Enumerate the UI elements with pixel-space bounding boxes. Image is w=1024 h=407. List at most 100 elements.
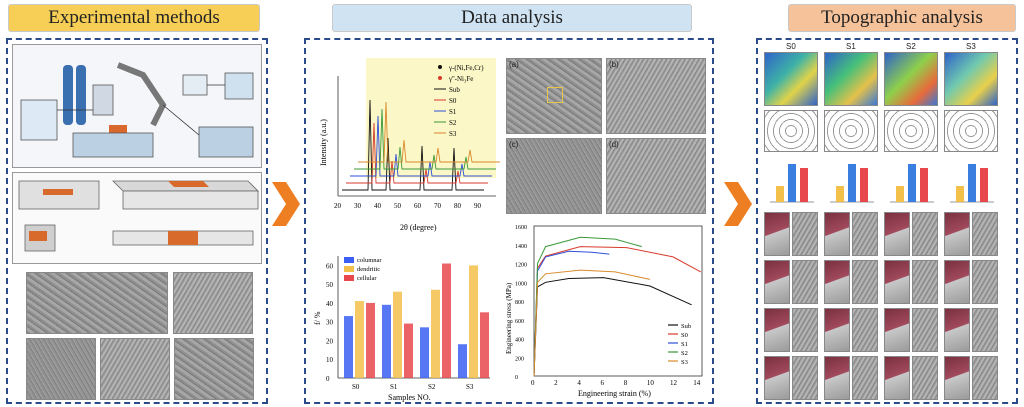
fracture-micrograph	[912, 308, 938, 352]
grain-ytick: 30	[326, 319, 334, 327]
laser-system-diagram	[20, 62, 254, 158]
xrd-xtick: 70	[434, 202, 442, 210]
stress-xtick: 10	[647, 379, 655, 387]
stress-ytick: 200	[515, 356, 524, 362]
grain-ytick: 50	[326, 281, 334, 289]
stress-ytick: 800	[515, 300, 524, 306]
roughness-bar-chart	[830, 164, 874, 203]
header-label: Experimental methods	[48, 7, 220, 28]
fracture-micrograph	[944, 260, 970, 304]
fracture-micrograph	[912, 356, 938, 400]
height-map	[764, 52, 818, 106]
grain-bar	[382, 304, 391, 378]
grain-bar	[442, 263, 451, 378]
data-analysis-panel: Intensity (a.u.) 20 30 40 50 60 70 80 90 2θ (de…	[304, 38, 714, 404]
stress-legend-label: S2	[681, 350, 688, 357]
fracture-micrograph	[824, 308, 850, 352]
roughness-bar	[896, 186, 904, 202]
height-map	[884, 52, 938, 106]
fracture-micrograph	[792, 356, 818, 400]
xrd-legend-label: S1	[449, 108, 457, 116]
fracture-micrograph	[792, 308, 818, 352]
fracture-micrograph	[764, 212, 790, 256]
stress-ytick: 400	[515, 338, 524, 344]
fracture-micrograph	[764, 356, 790, 400]
fracture-micrograph	[944, 356, 970, 400]
stress-curve	[533, 246, 702, 377]
xrd-chart: Intensity (a.u.) 20 30 40 50 60 70 80 90 2θ (de…	[319, 58, 500, 232]
grain-ytick: 10	[326, 356, 334, 364]
grain-bar	[458, 344, 467, 378]
micrograph-b: (b)	[606, 58, 706, 134]
grain-ytick: 0	[326, 375, 330, 383]
specimen-geometry-diagram	[18, 180, 259, 252]
fracture-micrograph	[884, 260, 910, 304]
stress-ytick: 1000	[515, 281, 527, 287]
stress-xtick: 2	[554, 379, 558, 387]
grain-bar	[344, 316, 353, 378]
stress-plot-frame	[533, 225, 703, 377]
fracture-micrograph	[852, 308, 878, 352]
stress-xtick: 14	[693, 379, 701, 387]
roughness-bar	[836, 186, 844, 202]
contour-map	[884, 110, 938, 152]
contour-map	[764, 110, 818, 152]
xrd-xtick: 60	[414, 202, 422, 210]
stress-strain-chart: 0 2 4 6 8 10 12 14 0 200 400 600 800 1000 1200 1400 1600…	[505, 225, 703, 398]
micrograph	[26, 338, 96, 400]
stress-curve	[533, 277, 692, 377]
stress-ytick: 0	[515, 375, 518, 381]
roughness-bar	[956, 186, 964, 202]
roughness-bar	[776, 186, 784, 202]
stress-ytick: 1200	[515, 263, 527, 269]
micrograph	[100, 338, 170, 400]
panel-label: (b)	[609, 60, 619, 69]
topographic-analysis-panel: S0 S1 S2 S3	[756, 38, 1018, 404]
xrd-legend-label: S3	[449, 130, 457, 138]
fracture-micrograph	[944, 212, 970, 256]
contour-map	[824, 110, 878, 152]
grain-legend-swatch	[344, 275, 354, 281]
grain-legend-label: cellular	[357, 275, 377, 282]
roughness-bar	[848, 164, 856, 202]
xrd-ylabel: Intensity (a.u.)	[319, 119, 328, 166]
fracture-micrograph	[912, 212, 938, 256]
xrd-legend-label: S0	[449, 97, 457, 105]
stress-ylabel: Engineering stress (MPa)	[505, 282, 513, 354]
height-map	[944, 52, 998, 106]
grain-ylabel: f/ %	[313, 311, 322, 325]
grain-bar	[393, 291, 402, 378]
stress-legend-label: S1	[681, 341, 688, 348]
grain-legend-swatch	[344, 257, 354, 263]
fracture-micrograph	[884, 308, 910, 352]
stress-xlabel: Engineering strain (%)	[578, 389, 651, 398]
fracture-micrograph	[972, 308, 998, 352]
fracture-micrograph	[852, 356, 878, 400]
grain-legend-swatch	[344, 266, 354, 272]
xrd-xtick: 30	[354, 202, 362, 210]
micrograph	[173, 272, 253, 334]
xrd-xtick: 20	[334, 202, 342, 210]
panel-label: (a)	[509, 60, 519, 69]
fracture-micrograph	[764, 308, 790, 352]
fracture-micrograph	[884, 356, 910, 400]
fracture-micrograph	[884, 212, 910, 256]
roughness-bar	[800, 168, 808, 202]
xrd-xtick: 90	[474, 202, 482, 210]
fracture-micrograph	[972, 212, 998, 256]
stress-curve	[533, 250, 610, 377]
grain-bar	[420, 327, 429, 378]
xrd-xtick: 50	[394, 202, 402, 210]
grain-legend-label: columnar	[357, 257, 382, 264]
xrd-pattern-line	[350, 115, 492, 177]
xrd-pattern-line	[354, 108, 496, 170]
fracture-micrograph	[852, 260, 878, 304]
arrow-right-icon	[724, 182, 752, 226]
grain-bar	[480, 312, 489, 378]
specimen-sketches	[12, 172, 262, 264]
grain-xtick: S2	[428, 383, 436, 391]
grain-bar	[366, 302, 375, 378]
micrograph-a: (a)	[506, 58, 602, 134]
stress-legend-label: Sub	[681, 323, 691, 330]
stress-curve	[533, 269, 651, 377]
